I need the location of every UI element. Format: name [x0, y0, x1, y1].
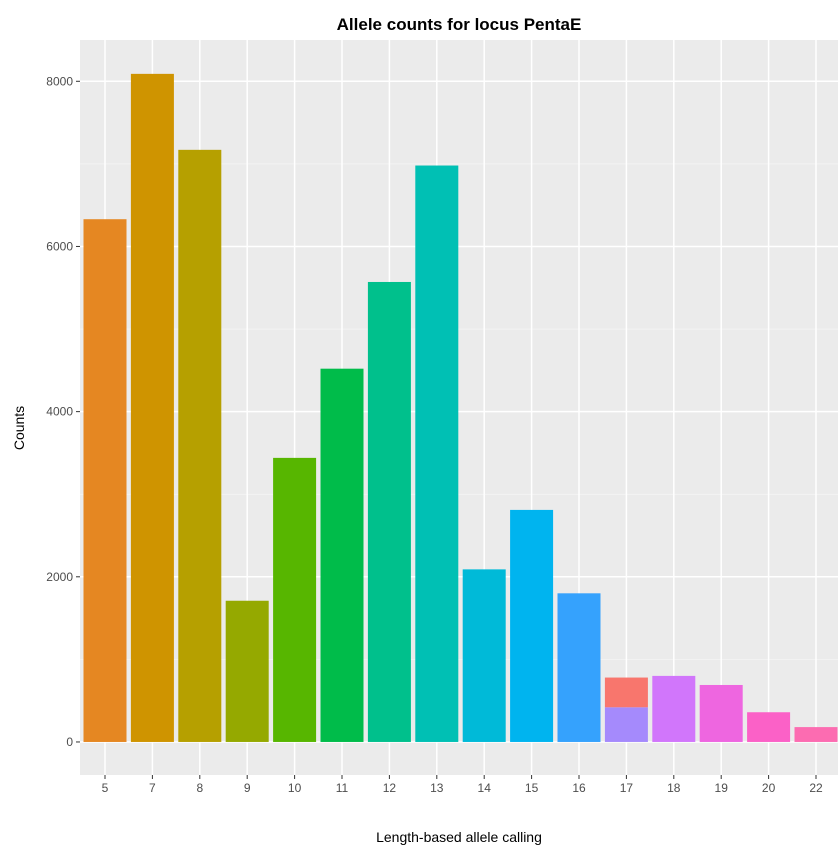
- y-tick-label: 0: [66, 735, 73, 749]
- x-tick-label: 17: [620, 781, 634, 795]
- x-tick-label: 10: [288, 781, 302, 795]
- bar: [367, 281, 411, 742]
- bar: [557, 593, 601, 742]
- bar: [273, 457, 317, 742]
- bar-segment: [604, 707, 648, 742]
- bar: [462, 569, 506, 742]
- x-axis: 5 7 8 9 10 11 12 13 14 15 16 17 18 19 20 22: [102, 775, 823, 795]
- y-axis-title: Counts: [11, 406, 27, 450]
- x-tick-label: 8: [196, 781, 203, 795]
- bars: [83, 73, 838, 742]
- bar: [652, 675, 696, 742]
- bar-segment: [604, 677, 648, 708]
- bar: [699, 684, 743, 742]
- bar: [83, 219, 127, 742]
- x-tick-label: 9: [244, 781, 251, 795]
- bar: [178, 149, 222, 742]
- x-tick-label: 19: [715, 781, 729, 795]
- y-tick-label: 6000: [46, 239, 73, 253]
- x-tick-label: 15: [525, 781, 539, 795]
- bar: [320, 368, 364, 742]
- chart-title: Allele counts for locus PentaE: [337, 15, 582, 34]
- y-tick-label: 8000: [46, 74, 73, 88]
- bar: [415, 165, 459, 742]
- x-tick-label: 18: [667, 781, 681, 795]
- bar: [510, 509, 554, 742]
- bar: [794, 727, 838, 742]
- bar: [130, 73, 174, 742]
- x-tick-label: 22: [809, 781, 823, 795]
- x-tick-label: 14: [478, 781, 492, 795]
- x-tick-label: 16: [572, 781, 586, 795]
- x-tick-label: 20: [762, 781, 776, 795]
- x-tick-label: 12: [383, 781, 397, 795]
- y-tick-label: 4000: [46, 405, 73, 419]
- x-tick-label: 13: [430, 781, 444, 795]
- x-axis-title: Length-based allele calling: [376, 829, 542, 845]
- bar: [225, 600, 269, 742]
- y-tick-label: 2000: [46, 570, 73, 584]
- x-tick-label: 5: [102, 781, 109, 795]
- x-tick-label: 7: [149, 781, 156, 795]
- bar: [747, 712, 791, 742]
- x-tick-label: 11: [336, 781, 349, 795]
- y-axis: 0 2000 4000 6000 8000: [46, 74, 80, 749]
